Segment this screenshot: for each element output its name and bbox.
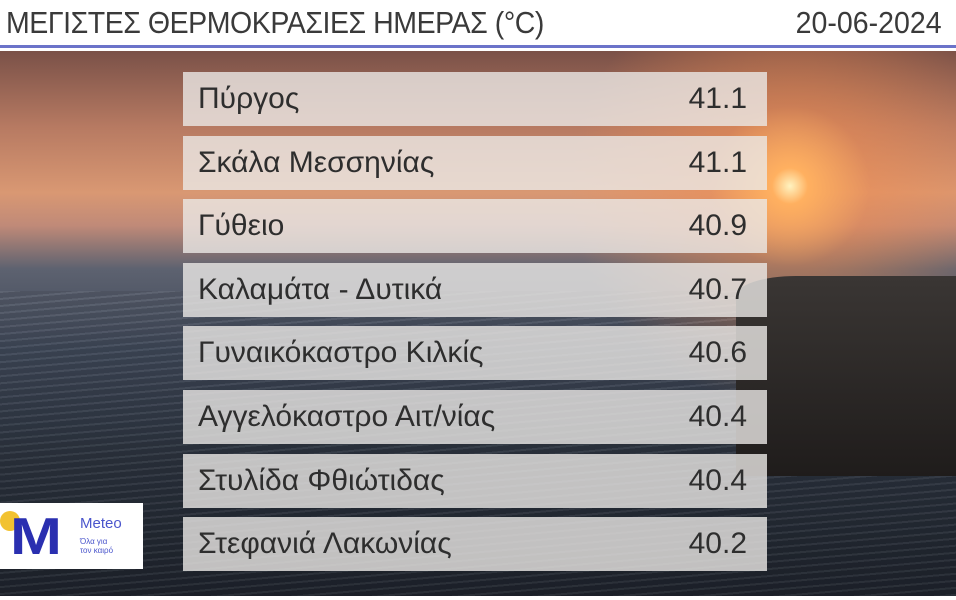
table-row: Σκάλα Μεσσηνίας 41.1 bbox=[183, 135, 767, 190]
station-name: Σκάλα Μεσσηνίας bbox=[198, 145, 435, 179]
station-name: Στεφανιά Λακωνίας bbox=[198, 527, 452, 561]
temperature-value: 41.1 bbox=[688, 82, 747, 115]
station-name: Στυλίδα Φθιώτιδας bbox=[198, 463, 445, 497]
temperature-value: 41.1 bbox=[688, 145, 747, 179]
station-name: Πύργος bbox=[198, 82, 300, 115]
header: ΜΕΓΙΣΤΕΣ ΘΕΡΜΟΚΡΑΣΙΕΣ ΗΜΕΡΑΣ (°C) 20-06-… bbox=[0, 0, 956, 48]
station-name: Γύθειο bbox=[198, 209, 285, 243]
temperature-value: 40.9 bbox=[688, 209, 747, 243]
meteo-logo: M Meteo Όλα για τον καιρό bbox=[0, 503, 143, 569]
logo-tagline: Όλα για τον καιρό bbox=[80, 537, 114, 555]
date: 20-06-2024 bbox=[796, 5, 942, 40]
table-row: Γύθειο 40.9 bbox=[183, 199, 767, 254]
table-row: Πύργος 41.1 bbox=[183, 72, 767, 126]
station-name: Καλαμάτα - Δυτικά bbox=[198, 272, 443, 306]
table-row: Καλαμάτα - Δυτικά 40.7 bbox=[183, 262, 767, 317]
background-photo bbox=[0, 51, 956, 596]
sun-dot-icon bbox=[0, 511, 20, 531]
station-name: Γυναικόκαστρο Κιλκίς bbox=[198, 336, 484, 370]
temperature-value: 40.4 bbox=[688, 400, 747, 433]
table-row: Γυναικόκαστρο Κιλκίς 40.6 bbox=[183, 326, 767, 381]
page-title: ΜΕΓΙΣΤΕΣ ΘΕΡΜΟΚΡΑΣΙΕΣ ΗΜΕΡΑΣ (°C) bbox=[6, 5, 544, 40]
temperature-value: 40.7 bbox=[688, 272, 747, 306]
rock bbox=[736, 276, 956, 476]
logo-brand: Meteo bbox=[80, 515, 122, 532]
station-name: Αγγελόκαστρο Αιτ/νίας bbox=[198, 400, 496, 433]
temperature-value: 40.6 bbox=[688, 336, 747, 370]
table-row: Στυλίδα Φθιώτιδας 40.4 bbox=[183, 453, 767, 508]
m-logo-icon: M bbox=[10, 508, 62, 566]
temperature-value: 40.2 bbox=[688, 527, 747, 561]
temperature-value: 40.4 bbox=[688, 463, 747, 497]
table-row: Στεφανιά Λακωνίας 40.2 bbox=[183, 517, 767, 572]
table-row: Αγγελόκαστρο Αιτ/νίας 40.4 bbox=[183, 390, 767, 444]
